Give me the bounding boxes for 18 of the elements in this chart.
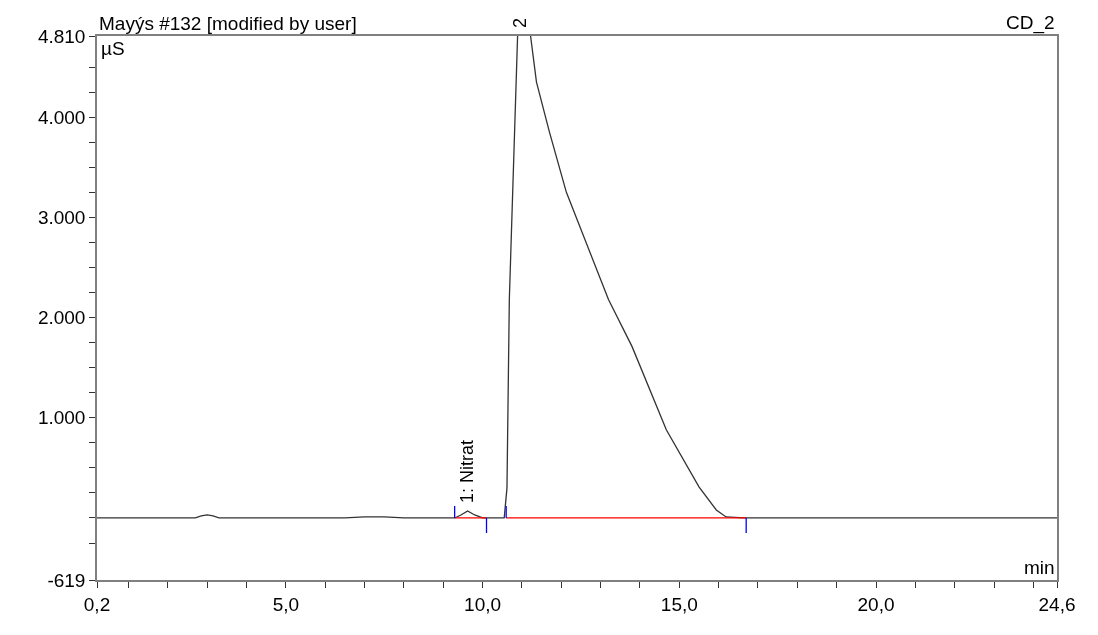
x-axis-title: min bbox=[1024, 557, 1055, 578]
y-axis-title: µS bbox=[101, 38, 125, 59]
y-tick-label: 2.000 bbox=[37, 307, 86, 329]
y-tick-label: 4.810 bbox=[37, 25, 86, 47]
x-tick-label: 24,6 bbox=[1038, 593, 1076, 615]
annotation: 1: Nitrat bbox=[457, 440, 478, 504]
y-tick-label: 3.000 bbox=[37, 207, 86, 229]
x-tick-label: 10,0 bbox=[464, 593, 502, 615]
annotation: 2 bbox=[509, 17, 530, 28]
chart-subtitle: CD_2 bbox=[1006, 12, 1055, 34]
x-tick-label: 20,0 bbox=[857, 593, 895, 615]
chart-title: Mayýs #132 [modified by user] bbox=[99, 13, 357, 34]
y-tick-label: 4.000 bbox=[37, 106, 86, 128]
y-tick-label: -619 bbox=[47, 569, 86, 591]
x-tick-label: 15,0 bbox=[660, 593, 698, 615]
y-tick-label: 1.000 bbox=[37, 407, 86, 429]
x-tick-label: 5,0 bbox=[272, 593, 300, 615]
x-tick-label: 0,2 bbox=[83, 593, 111, 615]
